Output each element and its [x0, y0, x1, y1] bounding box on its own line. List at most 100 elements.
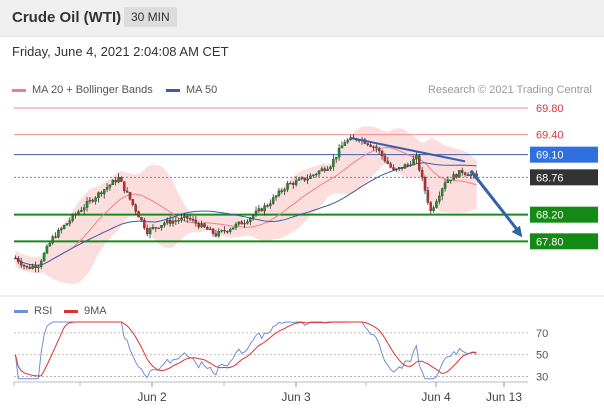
candle-body — [183, 215, 186, 218]
candle-body — [309, 175, 312, 179]
candle-body — [68, 220, 72, 224]
candle-body — [28, 267, 32, 269]
candle-body — [60, 228, 63, 231]
candle-body — [400, 167, 404, 169]
legend-ma50-label: MA 50 — [186, 84, 218, 96]
candle-body — [415, 155, 418, 160]
candle-body — [314, 173, 318, 176]
research-credit: Research © 2021 Trading Central — [427, 84, 592, 96]
candle-body — [386, 160, 390, 164]
candle-body — [297, 178, 301, 181]
legend-9ma-label: 9MA — [84, 305, 107, 317]
rsi-tick-label: 70 — [536, 328, 548, 340]
interval-badge[interactable]: 30 MIN — [124, 7, 177, 27]
candle-body — [220, 230, 223, 232]
candle-body — [39, 260, 43, 267]
candle-body — [65, 223, 69, 226]
candle-body — [263, 205, 266, 212]
level-label-69.40: 69.40 — [536, 130, 564, 142]
candle-body — [31, 265, 34, 269]
candle-body — [289, 182, 292, 185]
candle-body — [458, 170, 461, 178]
candle-body — [249, 217, 252, 222]
candle-body — [105, 186, 109, 190]
candle-body — [123, 181, 126, 192]
rsi-swatch — [14, 309, 28, 313]
candle-body — [266, 205, 269, 207]
candle-body — [145, 227, 149, 235]
timestamp: Friday, June 4, 2021 2:04:08 AM CET — [12, 44, 229, 59]
level-label-69.80: 69.80 — [536, 103, 564, 115]
candle-body — [429, 202, 432, 212]
candle-body — [143, 219, 146, 229]
candle-body — [389, 163, 392, 168]
candle-body — [469, 174, 473, 177]
candle-body — [320, 168, 324, 172]
candle-body — [409, 164, 412, 166]
candle-body — [48, 242, 52, 247]
candle-body — [211, 228, 215, 234]
candle-body — [257, 208, 261, 212]
candle-body — [228, 229, 232, 232]
candle-body — [406, 164, 410, 166]
legend-ma20-label: MA 20 + Bollinger Bands — [32, 84, 153, 96]
candle-body — [329, 166, 332, 170]
candle-body — [303, 177, 306, 181]
candle-body — [154, 227, 158, 229]
candle-body — [82, 207, 86, 211]
candle-body — [217, 231, 221, 237]
level-label-68.20: 68.20 — [536, 210, 564, 222]
rsi-tick-label: 50 — [536, 350, 548, 362]
header-bar — [0, 0, 604, 37]
candle-body — [71, 214, 74, 221]
candle-body — [366, 143, 369, 146]
candle-body — [197, 223, 200, 228]
candle-body — [97, 192, 100, 199]
candle-body — [412, 159, 415, 166]
candle-body — [452, 174, 455, 181]
candle-body — [42, 252, 46, 262]
candle-body — [306, 178, 309, 181]
candle-body — [286, 183, 289, 190]
candle-body — [117, 176, 120, 183]
candle-body — [177, 220, 180, 222]
candle-body — [120, 176, 123, 182]
candle-body — [186, 215, 189, 219]
forecast-arrow — [469, 169, 520, 233]
legend-rsi: RSI — [14, 305, 52, 317]
rsi-ma-swatch — [64, 309, 78, 313]
rsi-tick-label: 30 — [536, 372, 548, 384]
candle-body — [254, 210, 258, 216]
candle-body — [22, 265, 26, 267]
candle-body — [125, 190, 129, 193]
candle-body — [111, 180, 115, 185]
candle-body — [375, 146, 378, 149]
candle-body — [208, 228, 212, 231]
candle-body — [280, 190, 284, 192]
candle-body — [418, 155, 421, 171]
level-label-69.10: 69.10 — [536, 150, 564, 162]
candle-body — [223, 230, 226, 232]
x-tick-label: Jun 4 — [421, 390, 451, 404]
candle-body — [395, 168, 398, 170]
candle-body — [392, 167, 395, 170]
candle-body — [346, 139, 349, 143]
candle-body — [200, 223, 203, 228]
candle-body — [17, 257, 20, 263]
candle-body — [317, 170, 321, 175]
candle-body — [108, 184, 112, 188]
candle-body — [151, 227, 155, 229]
candle-body — [332, 158, 335, 168]
candle-body — [203, 223, 206, 228]
candle-body — [163, 222, 166, 226]
candle-body — [369, 144, 372, 147]
candle-body — [269, 203, 272, 207]
candle-body — [160, 225, 163, 228]
candle-body — [157, 227, 160, 229]
candle-body — [174, 220, 178, 222]
candle-body — [180, 217, 183, 221]
bollinger-band — [15, 126, 477, 285]
candle-body — [85, 201, 89, 208]
candle-body — [57, 229, 60, 238]
